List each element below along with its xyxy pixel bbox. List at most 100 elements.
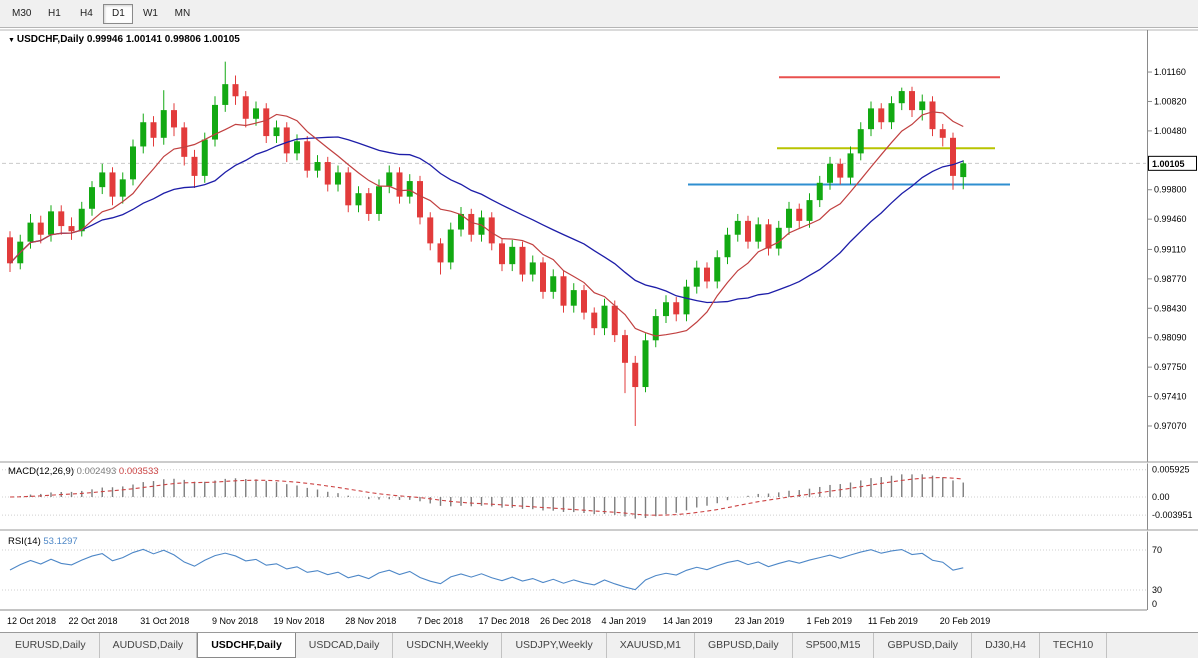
candle-body [181, 127, 188, 157]
date-label: 20 Feb 2019 [940, 616, 991, 626]
candle-body [570, 290, 577, 306]
candle-body [201, 139, 208, 176]
price-tick-label: 1.00820 [1154, 96, 1187, 106]
candle-body [765, 224, 772, 249]
chart-tab-2-usdchf-daily[interactable]: USDCHF,Daily [197, 633, 296, 658]
price-tick-label: 0.97750 [1154, 362, 1187, 372]
candle-body [417, 181, 423, 218]
candle-body [724, 234, 731, 258]
macd-scale-label: -0.003951 [1152, 510, 1193, 520]
candle-body [519, 246, 526, 275]
candle-body [652, 316, 659, 341]
candle-body [929, 101, 936, 130]
chart-tabbar: EURUSD,Daily AUDUSD,Daily USDCHF,Daily USDC… [0, 632, 1198, 658]
candle-body [714, 257, 721, 282]
candle-body [345, 172, 352, 206]
price-tick-label: 1.00480 [1154, 126, 1187, 136]
candle-body [960, 163, 967, 178]
chart-tab-8-sp500-m15[interactable]: SP500,M15 [793, 633, 875, 658]
timeframe-button-h4[interactable]: H4 [71, 4, 101, 24]
timeframe-buttons: M30 H1 H4 D1 W1 MN [6, 3, 197, 24]
timeframe-button-d1[interactable]: D1 [103, 3, 134, 24]
candle-body [581, 290, 587, 313]
timeframe-button-m30[interactable]: M30 [6, 4, 37, 24]
timeframe-button-h1[interactable]: H1 [39, 4, 69, 24]
chart-tab-6-xauusd-m1[interactable]: XAUUSD,M1 [607, 633, 695, 658]
candle-body [632, 362, 639, 388]
candle-body [68, 226, 75, 232]
timeframe-button-w1[interactable]: W1 [135, 4, 165, 24]
chart-window: 1.01160 1.00820 1.00480 0.99800 0.99460 0.991… [0, 28, 1198, 632]
candle-body [386, 172, 393, 187]
ma-slow-line [9, 136, 964, 304]
chart-menu-icon: ▼ [8, 37, 17, 44]
chart-tab-0-eurusd-daily[interactable]: EURUSD,Daily [2, 633, 100, 658]
time-axis[interactable]: 12 Oct 2018 22 Oct 2018 31 Oct 2018 9 Nov 2… [7, 616, 990, 626]
candle-body [786, 208, 792, 228]
candle-body [642, 340, 649, 388]
price-tick-label: 1.01160 [1154, 67, 1186, 77]
candle-body [499, 243, 505, 265]
chart-tab-1-audusd-daily[interactable]: AUDUSD,Daily [100, 633, 198, 658]
date-label: 19 Nov 2018 [274, 616, 325, 626]
date-label: 11 Feb 2019 [868, 616, 918, 626]
rsi-scale-label: 30 [1152, 585, 1162, 595]
chart-tab-7-gbpusd-daily[interactable]: GBPUSD,Daily [695, 633, 793, 658]
candle-body [693, 267, 700, 287]
date-label: 14 Jan 2019 [663, 616, 713, 626]
candle-body [488, 217, 495, 244]
candle-body [478, 217, 485, 235]
price-chart-canvas[interactable]: 1.01160 1.00820 1.00480 0.99800 0.99460 0.991… [0, 28, 1198, 632]
candle-body [755, 224, 762, 242]
candle-body [673, 302, 680, 315]
price-tick-label: 0.99800 [1154, 185, 1187, 195]
date-label: 4 Jan 2019 [602, 616, 647, 626]
candle-body [868, 108, 874, 130]
timeframe-button-mn[interactable]: MN [167, 4, 197, 24]
candle-body [232, 84, 239, 97]
candle-body [222, 84, 229, 105]
chart-tab-10-dj30-h4[interactable]: DJ30,H4 [972, 633, 1040, 658]
chart-tab-5-usdjpy-weekly[interactable]: USDJPY,Weekly [502, 633, 607, 658]
candle-body [263, 108, 270, 137]
price-tick-label: 0.98090 [1154, 333, 1187, 343]
chart-tab-3-usdcad-daily[interactable]: USDCAD,Daily [296, 633, 394, 658]
candle-body [611, 305, 618, 336]
candle-body [7, 237, 13, 264]
candle-body [119, 179, 126, 197]
candle-body [663, 302, 669, 317]
price-tick-label: 0.98430 [1154, 303, 1187, 313]
candle-body [540, 262, 546, 292]
candle-body [109, 172, 116, 197]
candle-body [191, 156, 198, 176]
chart-tab-11-tech10[interactable]: TECH10 [1040, 633, 1108, 658]
date-label: 28 Nov 2018 [345, 616, 396, 626]
candle-body [304, 141, 311, 171]
current-price-label: 1.00105 [1152, 159, 1185, 169]
candle-body [376, 186, 382, 214]
candle-body [745, 220, 751, 242]
candle-body [775, 227, 782, 249]
candle-body [529, 262, 536, 275]
candle-body [212, 104, 218, 140]
price-axis[interactable]: 1.01160 1.00820 1.00480 0.99800 0.99460 0.991… [1147, 67, 1197, 431]
candle-body [273, 127, 280, 137]
candle-body [878, 108, 885, 123]
candle-body [509, 246, 516, 265]
date-label: 9 Nov 2018 [212, 616, 258, 626]
date-label: 22 Oct 2018 [69, 616, 118, 626]
candle-body [365, 193, 372, 214]
macd-histogram [19, 474, 964, 519]
candle-body [242, 96, 249, 119]
candle-body [796, 208, 803, 221]
date-label: 7 Dec 2018 [417, 616, 463, 626]
candle-body [550, 276, 557, 292]
candle-body [734, 220, 741, 235]
candle-body [27, 222, 34, 242]
candle-body [837, 163, 844, 178]
chart-tab-9-gbpusd-daily[interactable]: GBPUSD,Daily [874, 633, 973, 658]
chart-tab-4-usdcnh-weekly[interactable]: USDCNH,Weekly [393, 633, 503, 658]
date-label: 1 Feb 2019 [807, 616, 853, 626]
candle-body [560, 276, 567, 306]
candle-body [37, 222, 44, 235]
